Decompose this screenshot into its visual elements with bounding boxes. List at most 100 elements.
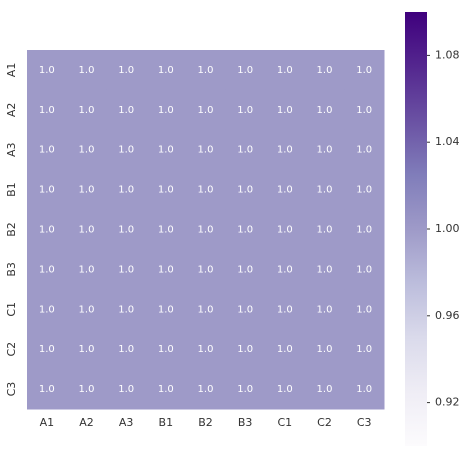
heatmap-cell (344, 249, 385, 290)
cell-label: 1.0 (39, 384, 55, 395)
cell-label: 1.0 (277, 384, 293, 395)
cell-label: 1.0 (277, 65, 293, 76)
heatmap-cell (146, 329, 187, 370)
cell-label: 1.0 (237, 185, 253, 196)
colorbar (405, 12, 427, 446)
heatmap-cell (66, 129, 107, 171)
cell-label: 1.0 (79, 344, 95, 355)
cell-label: 1.0 (237, 304, 253, 315)
cell-label: 1.0 (158, 264, 174, 275)
y-tick-label: B1 (5, 182, 18, 197)
heatmap-cell (27, 329, 68, 370)
heatmap-cell (225, 249, 266, 290)
cell-label: 1.0 (356, 185, 372, 196)
cell-label: 1.0 (356, 105, 372, 116)
heatmap-cell (265, 169, 306, 211)
heatmap-cell (265, 89, 306, 131)
x-tick-label: C2 (317, 416, 332, 429)
heatmap-cell (106, 50, 147, 91)
cell-label: 1.0 (237, 145, 253, 156)
colorbar-tick-label: 1.00 (435, 222, 460, 235)
heatmap-cell (185, 209, 226, 250)
heatmap-cell (106, 129, 147, 171)
cell-label: 1.0 (158, 225, 174, 236)
heatmap-cell (185, 89, 226, 131)
cell-label: 1.0 (356, 344, 372, 355)
cell-label: 1.0 (158, 105, 174, 116)
cell-label: 1.0 (39, 225, 55, 236)
cell-label: 1.0 (198, 264, 214, 275)
heatmap-cell (225, 129, 266, 171)
heatmap-cell (106, 329, 147, 370)
heatmap-cell (304, 50, 345, 91)
heatmap-cell (304, 89, 345, 131)
heatmap-cell (344, 289, 385, 330)
x-tick-label: A3 (119, 416, 134, 429)
cell-label: 1.0 (118, 225, 134, 236)
heatmap-cell (66, 89, 107, 131)
cell-label: 1.0 (237, 384, 253, 395)
cell-label: 1.0 (158, 185, 174, 196)
cell-label: 1.0 (158, 65, 174, 76)
cell-label: 1.0 (277, 105, 293, 116)
heatmap-cell (66, 50, 107, 91)
heatmap-cell (304, 169, 345, 211)
cell-label: 1.0 (237, 225, 253, 236)
colorbar-tick-label: 0.92 (435, 396, 460, 409)
cell-label: 1.0 (356, 145, 372, 156)
heatmap-cell (344, 89, 385, 131)
cell-label: 1.0 (79, 304, 95, 315)
x-tick-label: A1 (40, 416, 55, 429)
cell-label: 1.0 (79, 264, 95, 275)
y-tick-label: A2 (5, 103, 18, 118)
heatmap-cell (265, 129, 306, 171)
cell-label: 1.0 (39, 264, 55, 275)
cell-label: 1.0 (198, 384, 214, 395)
y-tick-label: A3 (5, 142, 18, 157)
x-tick-label: C1 (277, 416, 292, 429)
heatmap-cell (27, 129, 68, 171)
cell-label: 1.0 (118, 185, 134, 196)
heatmap-cell (66, 369, 107, 410)
colorbar-tick-label: 1.08 (435, 48, 460, 61)
cell-label: 1.0 (118, 304, 134, 315)
cell-label: 1.0 (118, 384, 134, 395)
heatmap-cell (106, 369, 147, 410)
cell-label: 1.0 (79, 145, 95, 156)
x-tick-label: B3 (238, 416, 253, 429)
cell-label: 1.0 (277, 185, 293, 196)
heatmap-cell (265, 249, 306, 290)
heatmap-cell (146, 129, 187, 171)
heatmap-cell (146, 369, 187, 410)
heatmap-cell (225, 329, 266, 370)
heatmap-cell (304, 249, 345, 290)
heatmap-cell (27, 289, 68, 330)
heatmap-cell (66, 169, 107, 211)
heatmap-cell (27, 369, 68, 410)
heatmap-cell (344, 169, 385, 211)
heatmap-cell (225, 369, 266, 410)
heatmap-cell (265, 369, 306, 410)
cell-label: 1.0 (237, 65, 253, 76)
cell-label: 1.0 (317, 344, 333, 355)
cell-label: 1.0 (198, 145, 214, 156)
heatmap-cell (185, 50, 226, 91)
heatmap-cell (106, 289, 147, 330)
heatmap-cell (106, 249, 147, 290)
heatmap-cell (265, 329, 306, 370)
cell-label: 1.0 (79, 105, 95, 116)
heatmap-cell (225, 50, 266, 91)
heatmap-cell (344, 209, 385, 250)
heatmap-cell (344, 329, 385, 370)
heatmap-cell (66, 329, 107, 370)
cell-label: 1.0 (39, 105, 55, 116)
y-tick-label: B3 (5, 262, 18, 277)
heatmap-cell (225, 289, 266, 330)
heatmap-cell (304, 289, 345, 330)
heatmap-cell (225, 169, 266, 211)
cell-label: 1.0 (118, 264, 134, 275)
y-tick-label: C3 (5, 382, 18, 397)
cell-label: 1.0 (39, 65, 55, 76)
x-tick-label: A2 (79, 416, 94, 429)
heatmap-cell (344, 129, 385, 171)
